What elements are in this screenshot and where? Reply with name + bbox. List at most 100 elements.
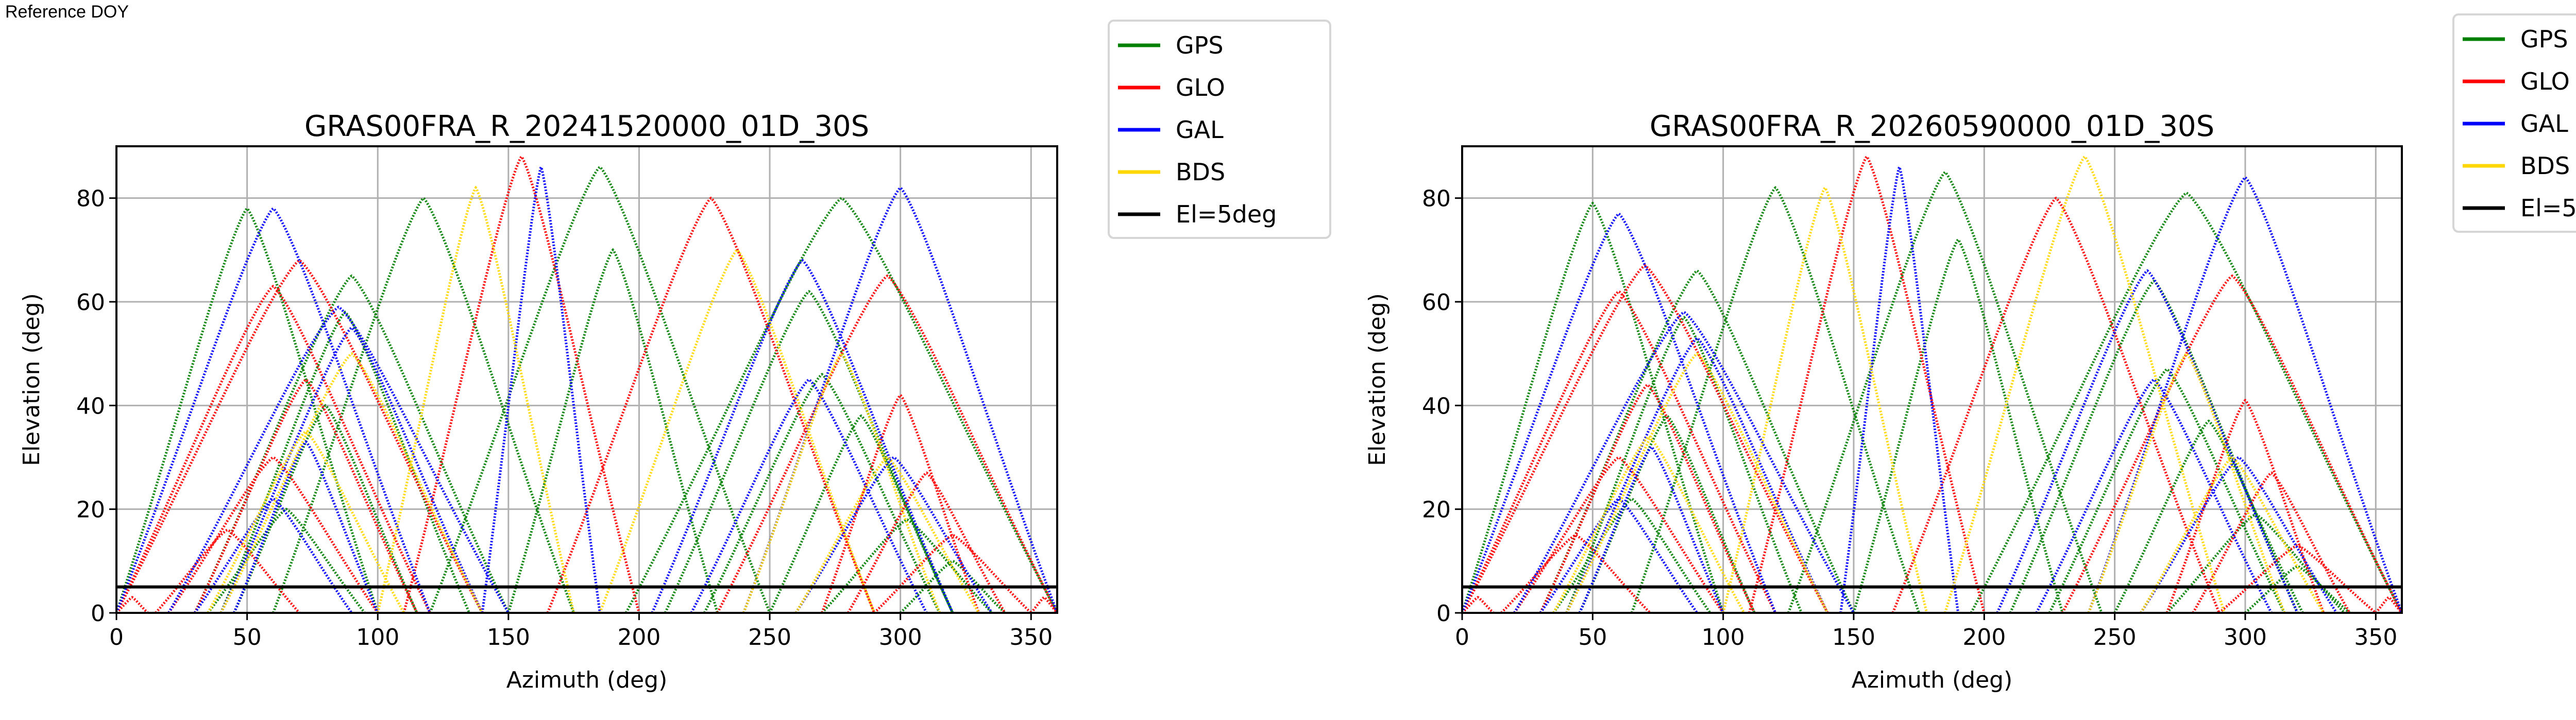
track-gps: [507, 248, 719, 613]
track-gps: [1970, 191, 2402, 613]
x-tick-label: 250: [2093, 624, 2137, 650]
track-glo: [873, 534, 1032, 613]
legend-label: BDS: [1176, 158, 1225, 186]
track-bds: [207, 430, 405, 613]
track-gal: [219, 326, 484, 613]
track-gps: [1552, 497, 1711, 613]
track-glo: [1500, 534, 1651, 613]
track-glo: [2218, 544, 2377, 613]
tracks: [116, 155, 1057, 613]
track-glo: [193, 378, 418, 613]
chart-1: 0 50 100 150 200 250 300 350 0 20 40 60 80 GRAS00FRA_…: [19, 20, 1331, 693]
x-tick-label: 350: [1009, 624, 1053, 650]
track-gps: [664, 290, 954, 613]
x-tick-label: 200: [617, 624, 660, 650]
track-glo: [1462, 596, 1495, 613]
legend-label: GLO: [1176, 74, 1225, 101]
plot-frame: [1461, 145, 2403, 614]
track-glo: [546, 196, 876, 613]
y-tick-label: 20: [1422, 497, 1451, 523]
x-tick-label: 350: [2354, 624, 2397, 650]
y-axis-label: Elevation (deg): [1364, 293, 1391, 466]
track-glo: [847, 471, 1006, 613]
track-gal: [194, 497, 353, 613]
x-tick-label: 0: [109, 624, 124, 650]
x-tick-label: 200: [1962, 624, 2006, 650]
track-gps: [1539, 269, 1855, 613]
track-gps: [1630, 186, 1921, 613]
track-gal: [794, 456, 993, 613]
track-gal: [232, 440, 379, 613]
track-gps: [207, 508, 366, 613]
legend-label: GAL: [1176, 116, 1224, 144]
track-gal: [1839, 164, 1960, 613]
track-glo: [2192, 471, 2351, 613]
legend-label: El=5deg: [2520, 194, 2576, 222]
y-tick-label: 0: [91, 601, 105, 627]
legend-label: BDS: [2520, 152, 2570, 180]
legend: GPS GLO GAL BDS El=5deg: [2452, 13, 2576, 233]
track-bds: [1565, 352, 1829, 613]
track-bds: [219, 352, 484, 613]
y-tick-label: 40: [1422, 393, 1451, 419]
x-tick-label: 50: [233, 624, 262, 650]
track-gps: [233, 404, 418, 613]
reference-doy-label: Reference DOY: [5, 2, 129, 22]
track-glo: [716, 274, 1057, 613]
track-gps: [2048, 368, 2286, 613]
track-gal: [1578, 445, 1724, 613]
track-bds: [2140, 456, 2325, 613]
track-gal: [1565, 336, 1829, 613]
chart-title: GRAS00FRA_R_20241520000_01D_30S: [304, 110, 869, 143]
track-glo: [116, 284, 431, 613]
track-glo: [1748, 155, 1986, 613]
track-glo: [1462, 264, 1829, 613]
x-tick-label: 300: [2224, 624, 2267, 650]
track-bds: [1943, 155, 2226, 613]
track-glo: [155, 528, 300, 613]
track-glo: [2061, 274, 2402, 613]
x-axis-label: Azimuth (deg): [1852, 667, 2013, 693]
x-tick-label: 250: [748, 624, 791, 650]
track-gal: [2035, 378, 2273, 613]
y-tick-label: 60: [1422, 289, 1451, 316]
track-gps: [2009, 279, 2299, 613]
track-gps: [624, 196, 1057, 613]
track-gal: [1996, 269, 2299, 613]
track-gps: [219, 310, 471, 613]
track-gps: [703, 372, 941, 613]
y-tick-label: 80: [1422, 186, 1451, 212]
track-gps: [2244, 564, 2351, 613]
x-tick-label: 0: [1455, 624, 1469, 650]
legend-label: GPS: [1176, 31, 1224, 59]
track-gps: [1787, 170, 2103, 613]
track-bds: [1552, 435, 1745, 613]
track-glo: [821, 393, 980, 613]
x-tick-label: 100: [356, 624, 399, 650]
track-gal: [1513, 311, 1855, 613]
y-tick-label: 20: [76, 497, 105, 523]
track-gal: [2087, 176, 2402, 613]
track-gal: [116, 207, 432, 613]
legend: GPS GLO GAL BDS El=5deg: [1108, 20, 1331, 239]
track-gal: [1539, 497, 1699, 613]
track-gal: [651, 259, 954, 613]
track-gps: [1578, 414, 1756, 613]
track-gal: [690, 378, 928, 613]
y-tick-label: 80: [76, 186, 105, 212]
track-gal: [2140, 456, 2338, 613]
track-gal: [167, 305, 510, 613]
y-tick-label: 60: [76, 289, 105, 316]
legend-label: GPS: [2520, 25, 2568, 53]
tracks: [1462, 155, 2402, 613]
track-gps: [429, 165, 771, 613]
chart-2: 0 50 100 150 200 250 300 350 0 20 40 60 80 GRAS00FRA_…: [1364, 13, 2576, 693]
legend-box: [2452, 13, 2576, 233]
y-axis-label: Elevation (deg): [19, 293, 45, 466]
track-glo: [402, 155, 640, 613]
track-bds: [599, 248, 876, 613]
track-gps: [821, 518, 993, 613]
x-tick-label: 150: [487, 624, 530, 650]
track-glo: [1462, 290, 1777, 613]
